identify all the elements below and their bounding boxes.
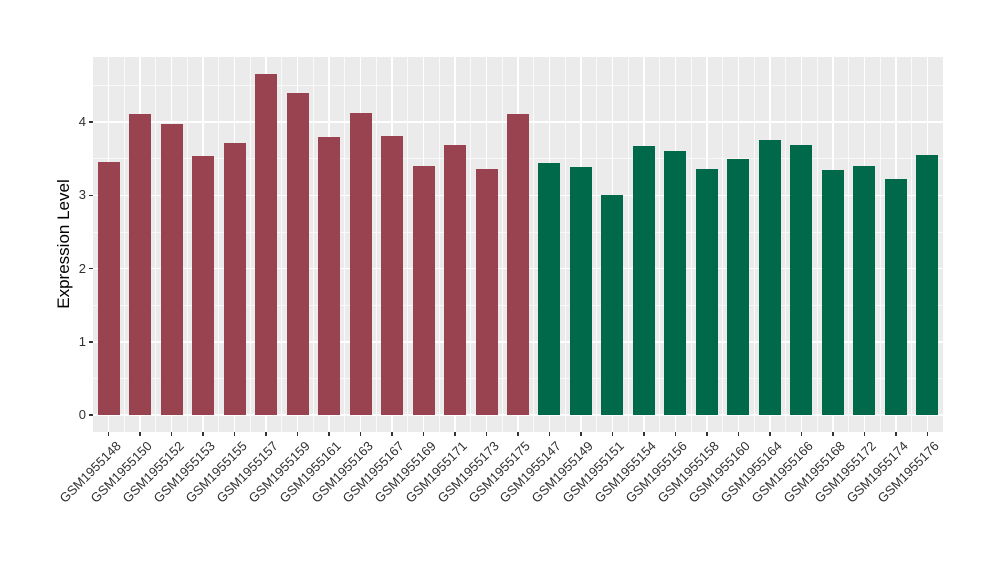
bar-GSM1955158 [695, 168, 718, 415]
x-tick-mark [548, 432, 551, 436]
gridline-x-minor [848, 57, 850, 432]
bar-GSM1955155 [223, 142, 246, 415]
gridline-x-minor [879, 57, 881, 432]
plot-panel [93, 57, 943, 432]
x-tick-mark [517, 432, 519, 436]
x-tick-mark [706, 432, 708, 436]
gridline-x-minor [596, 57, 598, 432]
y-tick-mark [89, 121, 93, 123]
y-tick-label: 2 [78, 260, 86, 276]
x-tick-mark [107, 432, 110, 436]
x-tick-mark [454, 432, 456, 436]
bar-GSM1955154 [632, 146, 655, 415]
bar-GSM1955167 [381, 135, 404, 415]
gridline-x-minor [249, 57, 251, 432]
x-tick-mark [863, 432, 866, 436]
x-tick-mark [580, 432, 582, 436]
gridline-x-minor [690, 57, 692, 432]
x-tick-mark [422, 432, 425, 436]
gridline-x-minor [564, 57, 566, 432]
gridline-x-minor [281, 57, 283, 432]
x-tick-mark [296, 432, 299, 436]
x-tick-mark [265, 432, 267, 436]
gridline-x-minor [785, 57, 787, 432]
bar-GSM1955161 [318, 136, 341, 415]
x-tick-mark [926, 432, 928, 436]
bar-GSM1955159 [286, 92, 309, 415]
x-tick-mark [611, 432, 614, 436]
bar-GSM1955175 [507, 113, 529, 415]
gridline-x-minor [218, 57, 220, 432]
bar-GSM1955174 [884, 179, 907, 415]
gridline-x-minor [659, 57, 661, 432]
gridline-x-minor [816, 57, 818, 432]
x-tick-mark [895, 432, 897, 436]
gridline-x-minor [186, 57, 188, 432]
gridline-x-minor [722, 57, 724, 432]
bar-GSM1955149 [569, 166, 592, 415]
bar-GSM1955171 [444, 144, 467, 415]
bar-GSM1955152 [160, 123, 183, 415]
bar-GSM1955163 [349, 113, 372, 415]
gridline-x-minor [533, 57, 535, 432]
bar-GSM1955151 [601, 194, 624, 415]
gridline-x-minor [407, 57, 409, 432]
gridline-x-minor [312, 57, 314, 432]
gridline-x-minor [470, 57, 472, 432]
y-tick-label: 1 [78, 333, 86, 349]
bar-GSM1955166 [790, 145, 813, 415]
x-tick-mark [800, 432, 803, 436]
x-tick-mark [737, 432, 740, 436]
gridline-x-minor [375, 57, 377, 432]
x-tick-mark [139, 432, 141, 436]
gridline-x-minor [753, 57, 755, 432]
gridline-x-minor [911, 57, 913, 432]
bar-GSM1955169 [412, 165, 435, 415]
gridline-x-minor [627, 57, 629, 432]
x-tick-mark [359, 432, 362, 436]
gridline-x-minor [123, 57, 125, 432]
bar-GSM1955148 [97, 162, 120, 415]
bar-GSM1955168 [821, 170, 844, 415]
x-tick-mark [485, 432, 488, 436]
x-tick-mark [170, 432, 173, 436]
y-tick-mark [89, 194, 93, 197]
gridline-x-minor [344, 57, 346, 432]
y-tick-label: 4 [78, 114, 86, 130]
x-tick-mark [391, 432, 393, 436]
bar-GSM1955172 [853, 165, 876, 415]
x-tick-mark [233, 432, 236, 436]
gridline-x-minor [501, 57, 503, 432]
gridline-x-minor [438, 57, 440, 432]
bar-GSM1955147 [538, 163, 561, 415]
y-tick-mark [89, 341, 93, 343]
bar-GSM1955157 [255, 73, 278, 415]
bar-GSM1955173 [475, 168, 498, 415]
bar-GSM1955153 [192, 155, 215, 415]
bar-GSM1955176 [916, 155, 939, 415]
x-tick-mark [643, 432, 645, 436]
y-tick-label: 0 [78, 407, 86, 423]
x-tick-mark [328, 432, 330, 436]
bar-GSM1955164 [758, 139, 781, 415]
x-tick-mark [832, 432, 834, 436]
bar-GSM1955160 [727, 159, 750, 415]
bar-GSM1955150 [129, 113, 152, 415]
y-tick-mark [89, 267, 93, 270]
y-tick-label: 3 [78, 187, 86, 203]
x-tick-mark [202, 432, 204, 436]
y-tick-mark [89, 414, 93, 416]
x-tick-mark [769, 432, 771, 436]
x-tick-mark [674, 432, 677, 436]
gridline-x-minor [155, 57, 157, 432]
bar-GSM1955156 [664, 150, 687, 415]
